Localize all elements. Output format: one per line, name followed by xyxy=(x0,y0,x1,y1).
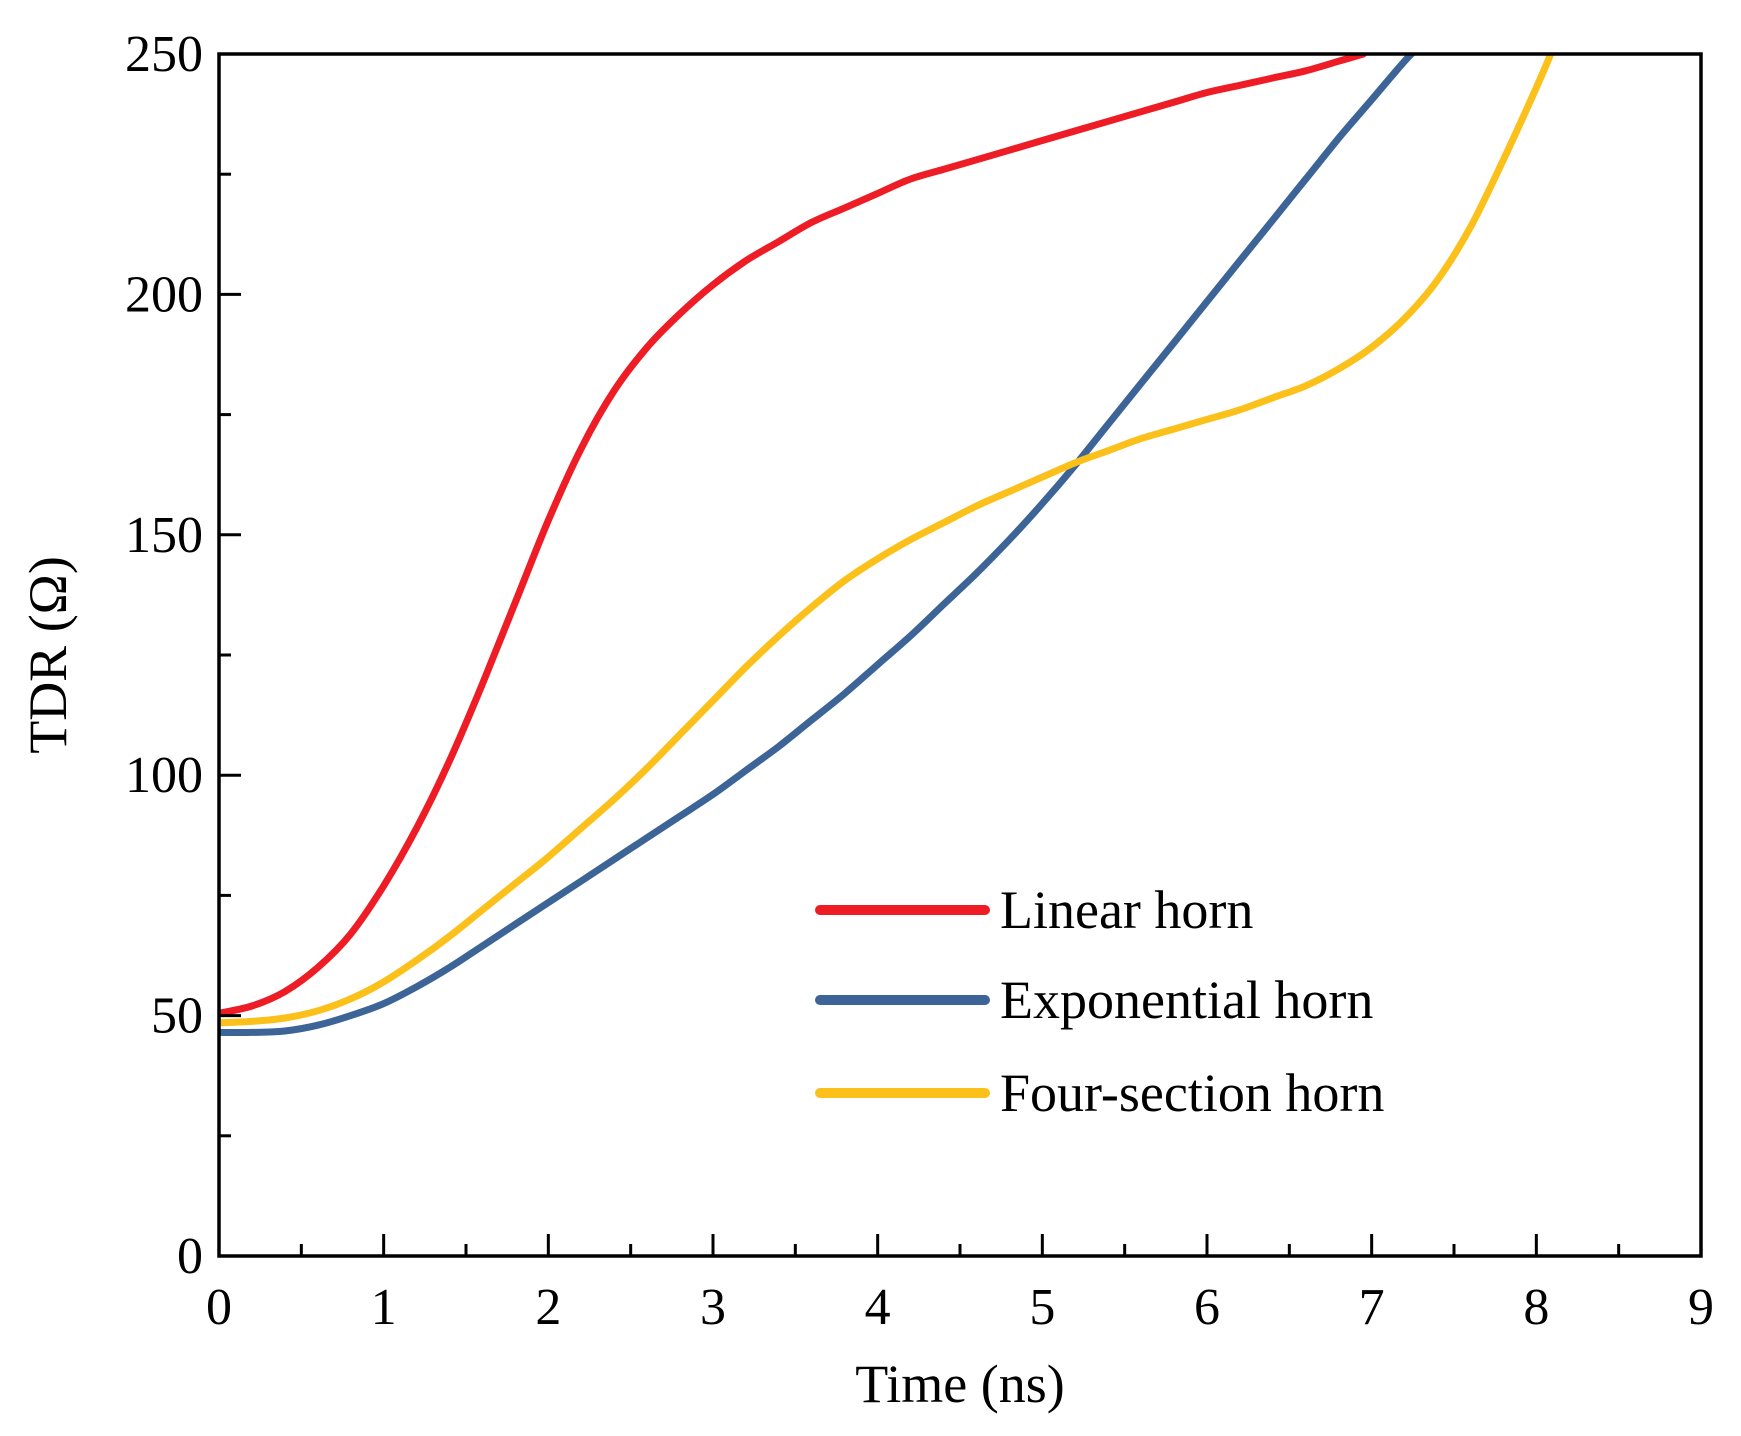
x-tick-label: 0 xyxy=(206,1279,232,1336)
series-line-four-section-horn xyxy=(219,54,1555,1027)
x-tick-label: 2 xyxy=(535,1279,561,1336)
text-layer: Time (ns) TDR (Ω) 0 1 2 3 4 5 6 7 8 9 0 50 100 150 200… xyxy=(18,26,1714,1414)
x-axis-title: Time (ns) xyxy=(855,1354,1065,1414)
legend-label-four-section-horn: Four-section horn xyxy=(1000,1063,1384,1123)
plot-frame xyxy=(217,52,1703,1258)
y-tick-label: 50 xyxy=(151,988,203,1045)
y-tick-label: 200 xyxy=(125,266,203,323)
y-tick-label: 250 xyxy=(125,26,203,83)
legend-label-exponential-horn: Exponential horn xyxy=(1000,970,1373,1030)
x-tick-label: 6 xyxy=(1194,1279,1220,1336)
y-axis-title: TDR (Ω) xyxy=(18,556,78,754)
axes-layer xyxy=(217,52,1703,1258)
x-tick-label: 5 xyxy=(1029,1279,1055,1336)
legend: Linear horn Exponential horn Four-sectio… xyxy=(815,880,1384,1123)
x-tick-label: 7 xyxy=(1359,1279,1385,1336)
x-tick-label: 4 xyxy=(865,1279,891,1336)
x-tick-label: 1 xyxy=(371,1279,397,1336)
x-tick-label: 8 xyxy=(1523,1279,1549,1336)
series-layer xyxy=(219,54,1555,1037)
y-tick-label: 0 xyxy=(177,1228,203,1285)
legend-label-linear-horn: Linear horn xyxy=(1000,880,1253,940)
series-line-linear-horn xyxy=(219,54,1367,1017)
y-tick-label: 150 xyxy=(125,507,203,564)
x-tick-label: 9 xyxy=(1688,1279,1714,1336)
x-tick-label: 3 xyxy=(700,1279,726,1336)
series-line-exponential-horn xyxy=(219,54,1417,1037)
y-tick-label: 100 xyxy=(125,747,203,804)
